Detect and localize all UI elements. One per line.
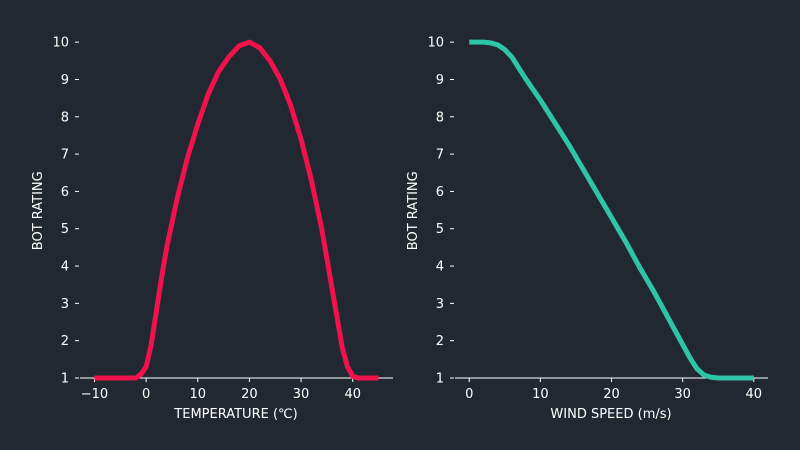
y-tick-label: 9 — [436, 73, 444, 88]
x-tick-label: 10 — [189, 387, 206, 402]
x-tick-label: 30 — [674, 387, 691, 402]
y-tick-label: 1 — [436, 372, 444, 387]
series-group — [94, 39, 379, 381]
y-tick-label: 3 — [61, 297, 69, 312]
y-tick-label: 5 — [436, 222, 444, 237]
series-line-0 — [94, 39, 379, 381]
y-tick-label: 6 — [61, 185, 69, 200]
y-tick-label: 8 — [61, 110, 69, 125]
x-tick-label: 0 — [142, 387, 150, 402]
y-axis-label: BOT RATING — [31, 171, 46, 250]
y-tick-label: 7 — [61, 148, 69, 163]
x-tick-label: 40 — [344, 387, 361, 402]
series-line-0 — [469, 39, 754, 381]
y-tick-label: 10 — [427, 36, 444, 51]
x-tick-label: 0 — [465, 387, 473, 402]
y-axis-ticks: 1 2 3 4 5 6 7 8 9 10 — [52, 36, 79, 387]
y-tick-label: 6 — [436, 185, 444, 200]
x-tick-label: 20 — [241, 387, 258, 402]
y-tick-label: 3 — [436, 297, 444, 312]
series-group — [469, 39, 754, 381]
y-axis-label: BOT RATING — [406, 171, 421, 250]
y-tick-label: 7 — [436, 148, 444, 163]
wind-speed-rating-chart: 1 2 3 4 5 6 7 8 9 10 0 10 20 30 40 BOT RATING WIND SP… — [406, 36, 768, 422]
x-tick-label: 30 — [293, 387, 310, 402]
x-axis-ticks: −10 0 10 20 30 40 — [81, 378, 361, 402]
x-tick-label: 40 — [745, 387, 762, 402]
x-tick-label: −10 — [81, 387, 108, 402]
x-axis-ticks: 0 10 20 30 40 — [465, 378, 762, 402]
y-tick-label: 8 — [436, 110, 444, 125]
x-tick-label: 10 — [532, 387, 549, 402]
y-tick-label: 5 — [61, 222, 69, 237]
temperature-rating-chart: 1 2 3 4 5 6 7 8 9 10 −10 0 10 20 30 40 BOT RATING TEMP… — [31, 36, 393, 422]
y-tick-label: 1 — [61, 372, 69, 387]
y-tick-label: 4 — [61, 260, 69, 275]
y-tick-label: 9 — [61, 73, 69, 88]
x-axis-label: TEMPERATURE (℃) — [173, 407, 297, 422]
y-tick-label: 10 — [52, 36, 69, 51]
y-tick-label: 2 — [61, 334, 69, 349]
x-axis-label: WIND SPEED (m/s) — [550, 407, 671, 422]
y-tick-label: 2 — [436, 334, 444, 349]
y-tick-label: 4 — [436, 260, 444, 275]
x-tick-label: 20 — [603, 387, 620, 402]
y-axis-ticks: 1 2 3 4 5 6 7 8 9 10 — [427, 36, 454, 387]
